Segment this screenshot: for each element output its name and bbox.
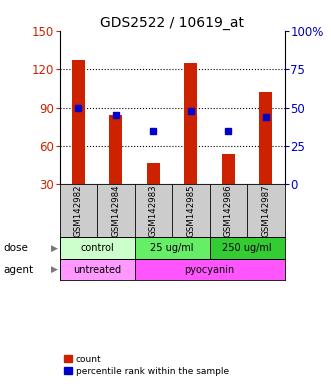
- Text: GSM142982: GSM142982: [74, 184, 83, 237]
- Text: GSM142984: GSM142984: [111, 184, 120, 237]
- Title: GDS2522 / 10619_at: GDS2522 / 10619_at: [100, 16, 244, 30]
- Text: GSM142983: GSM142983: [149, 184, 158, 237]
- Text: GSM142986: GSM142986: [224, 184, 233, 237]
- Text: pyocyanin: pyocyanin: [184, 265, 235, 275]
- Bar: [147, 162, 160, 184]
- Text: untreated: untreated: [73, 265, 121, 275]
- Text: agent: agent: [3, 265, 33, 275]
- Text: GSM142987: GSM142987: [261, 184, 270, 237]
- Bar: [222, 154, 235, 184]
- Bar: [72, 60, 85, 184]
- Bar: [135, 237, 210, 259]
- Bar: [60, 237, 135, 259]
- Text: 25 ug/ml: 25 ug/ml: [150, 243, 194, 253]
- Bar: [109, 115, 122, 184]
- Bar: [60, 259, 135, 280]
- Text: 250 ug/ml: 250 ug/ml: [222, 243, 272, 253]
- Bar: [210, 237, 285, 259]
- Text: ▶: ▶: [51, 243, 58, 252]
- Bar: [135, 259, 285, 280]
- Text: control: control: [80, 243, 114, 253]
- Legend: count, percentile rank within the sample: count, percentile rank within the sample: [64, 355, 229, 376]
- Text: GSM142985: GSM142985: [186, 184, 195, 237]
- Bar: [184, 63, 197, 184]
- Text: dose: dose: [3, 243, 28, 253]
- Bar: [259, 92, 272, 184]
- Text: ▶: ▶: [51, 265, 58, 274]
